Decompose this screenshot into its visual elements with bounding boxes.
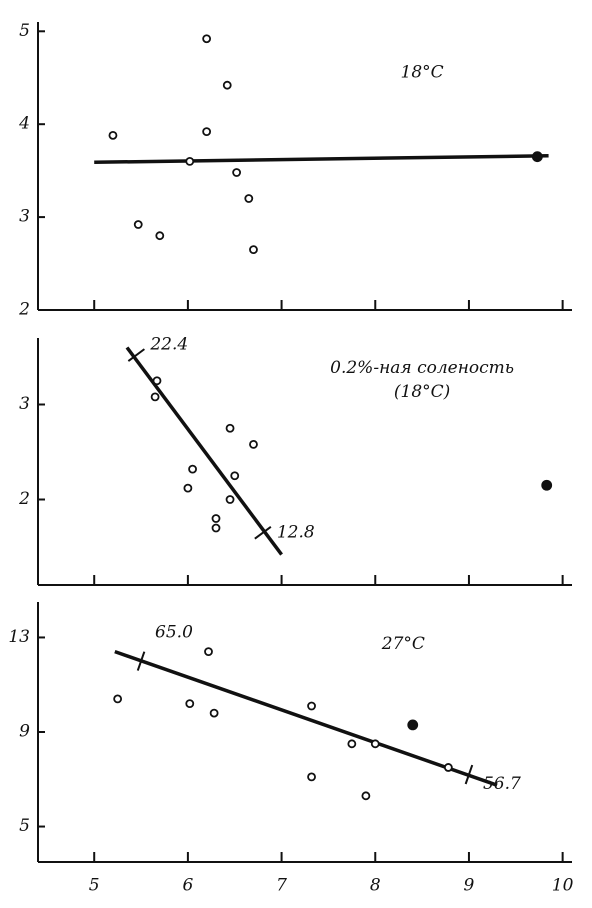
open-point <box>443 763 453 772</box>
fit-line <box>94 154 549 165</box>
open-point <box>249 245 258 255</box>
x-tick-label: 8 <box>370 876 381 896</box>
y-tick-label: 4 <box>18 114 30 134</box>
line-mark-label: 22.4 <box>149 335 188 355</box>
y-tick-label: 2 <box>18 489 30 509</box>
open-point <box>113 694 123 704</box>
filled-point <box>531 151 543 163</box>
open-point <box>225 423 235 433</box>
open-point <box>209 708 219 718</box>
line-mark-label: 12.8 <box>277 522 315 542</box>
open-point <box>244 194 254 203</box>
y-tick-label: 9 <box>19 722 30 742</box>
x-tick-label: 5 <box>89 876 100 896</box>
open-point <box>133 220 143 229</box>
open-point <box>307 701 316 711</box>
open-point <box>185 156 195 166</box>
y-tick-label: 13 <box>8 627 30 647</box>
open-point <box>150 392 160 402</box>
annotation: (18°C) <box>394 382 450 402</box>
open-point <box>188 464 197 474</box>
line-mark <box>136 651 146 671</box>
open-point <box>225 495 235 504</box>
annotation: 27°C <box>381 634 425 654</box>
open-point <box>202 127 212 137</box>
open-point <box>204 647 213 657</box>
x-tick-label: 7 <box>276 876 287 896</box>
open-point <box>211 523 221 533</box>
y-tick-label: 2 <box>18 300 30 320</box>
filled-point <box>407 719 419 731</box>
fit-line <box>125 346 283 556</box>
x-tick-label: 6 <box>182 876 193 896</box>
annotation: 18°C <box>401 63 444 83</box>
line-mark <box>464 764 474 785</box>
x-tick-label: 9 <box>464 876 475 896</box>
open-point <box>202 34 212 44</box>
y-tick-label: 3 <box>19 207 30 227</box>
fit-line <box>114 649 498 787</box>
line-mark <box>254 525 272 540</box>
line-mark-label: 56.7 <box>483 774 521 794</box>
open-point <box>361 791 371 801</box>
open-point <box>211 514 221 523</box>
open-point <box>249 439 258 449</box>
open-point <box>155 231 165 241</box>
y-tick-label: 5 <box>19 816 30 836</box>
open-point <box>230 471 240 481</box>
line-mark-label: 65.0 <box>155 623 193 643</box>
x-tick-label: 10 <box>552 876 574 896</box>
open-point <box>370 739 380 749</box>
y-tick-label: 5 <box>19 21 30 41</box>
line-mark <box>127 348 145 362</box>
open-point <box>185 699 195 709</box>
annotation: 0.2%-ная соленость <box>330 358 514 378</box>
open-point <box>183 483 193 493</box>
open-point <box>152 376 162 386</box>
y-tick-label: 3 <box>19 394 30 414</box>
open-point <box>307 772 316 782</box>
open-point <box>222 80 232 90</box>
filled-point <box>541 479 553 491</box>
open-point <box>347 739 357 749</box>
open-point <box>108 130 118 140</box>
open-point <box>232 168 242 177</box>
